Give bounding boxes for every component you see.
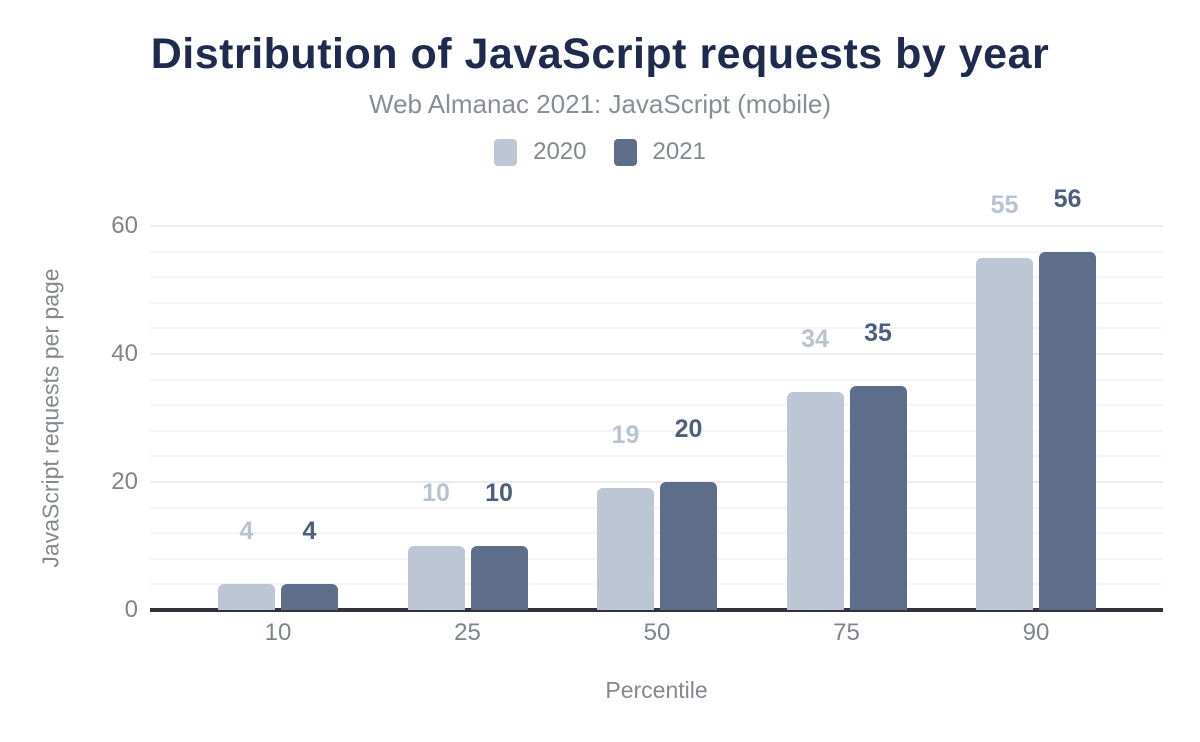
gridline-40 bbox=[150, 353, 1163, 355]
value-label-2021-p25: 10 bbox=[485, 479, 513, 507]
value-label-2020-p50: 19 bbox=[611, 421, 640, 450]
gridline-48 bbox=[150, 301, 1163, 304]
bar-2020-p10[interactable] bbox=[218, 584, 275, 610]
gridline-12 bbox=[150, 532, 1163, 535]
legend-label-2020: 2020 bbox=[533, 138, 587, 165]
gridline-24 bbox=[150, 455, 1163, 458]
bar-2021-p75[interactable] bbox=[849, 386, 907, 610]
value-label-2021-p50: 20 bbox=[674, 415, 703, 443]
value-label-2020-p10: 4 bbox=[239, 517, 254, 546]
legend: 2020 2021 bbox=[0, 138, 1200, 166]
y-tick-20: 20 bbox=[111, 468, 138, 495]
bar-2021-p50[interactable] bbox=[660, 482, 717, 610]
gridline-44 bbox=[150, 327, 1163, 330]
gridline-28 bbox=[150, 429, 1163, 432]
gridline-60 bbox=[150, 225, 1163, 227]
value-label-2020-p90: 55 bbox=[990, 191, 1019, 219]
gridline-36 bbox=[150, 378, 1163, 381]
gridline-52 bbox=[150, 276, 1163, 279]
x-axis-title: Percentile bbox=[605, 677, 708, 703]
bar-2021-p10[interactable] bbox=[281, 584, 338, 610]
value-label-2021-p10: 4 bbox=[302, 517, 317, 546]
y-tick-40: 40 bbox=[111, 340, 138, 367]
y-tick-60: 60 bbox=[111, 212, 138, 239]
x-axis-line bbox=[150, 608, 1163, 612]
gridline-8 bbox=[150, 557, 1163, 560]
legend-swatch-2021 bbox=[613, 138, 637, 166]
value-label-2020-p25: 10 bbox=[422, 479, 450, 507]
chart-title: Distribution of JavaScript requests by y… bbox=[150, 30, 1050, 78]
value-label-2021-p75: 35 bbox=[864, 319, 892, 347]
gridline-56 bbox=[150, 250, 1163, 253]
legend-item-2021[interactable]: 2021 bbox=[613, 138, 706, 166]
value-label-2021-p90: 56 bbox=[1053, 184, 1082, 213]
gridline-16 bbox=[150, 506, 1163, 509]
gridline-4 bbox=[150, 583, 1163, 586]
x-tick-50: 50 bbox=[643, 619, 671, 646]
x-tick-75: 75 bbox=[833, 619, 860, 646]
bar-2020-p90[interactable] bbox=[976, 258, 1033, 610]
bar-2021-p25[interactable] bbox=[470, 546, 528, 610]
chart-subtitle: Web Almanac 2021: JavaScript (mobile) bbox=[369, 89, 831, 119]
bar-2020-p75[interactable] bbox=[786, 392, 844, 610]
x-tick-10: 10 bbox=[264, 619, 292, 646]
legend-item-2020[interactable]: 2020 bbox=[494, 138, 587, 166]
value-label-2020-p75: 34 bbox=[801, 325, 829, 354]
bar-2021-p90[interactable] bbox=[1039, 251, 1096, 610]
legend-swatch-2020 bbox=[494, 138, 518, 166]
gridline-20 bbox=[150, 481, 1163, 483]
legend-label-2021: 2021 bbox=[652, 138, 706, 165]
y-axis-title: JavaScript requests per page bbox=[37, 268, 64, 568]
gridline-32 bbox=[150, 404, 1163, 407]
bar-2020-p50[interactable] bbox=[597, 488, 654, 610]
x-tick-25: 25 bbox=[454, 619, 481, 646]
bar-2020-p25[interactable] bbox=[407, 546, 465, 610]
x-tick-90: 90 bbox=[1022, 619, 1050, 646]
y-tick-0: 0 bbox=[124, 596, 138, 623]
